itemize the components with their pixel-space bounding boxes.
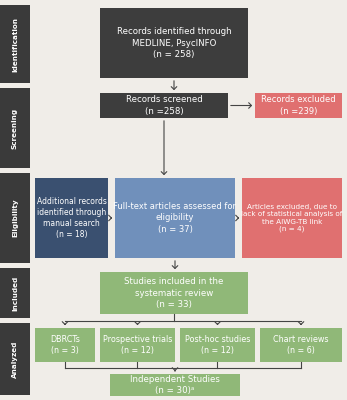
Text: Records excluded
(n =239): Records excluded (n =239): [261, 96, 336, 116]
Text: Identification: Identification: [12, 16, 18, 72]
Text: Prospective trials
(n = 12): Prospective trials (n = 12): [103, 335, 172, 355]
Text: Studies included in the
systematic review
(n = 33): Studies included in the systematic revie…: [124, 278, 224, 309]
Text: Full-text articles assessed for
eligibility
(n = 37): Full-text articles assessed for eligibil…: [113, 202, 237, 234]
Bar: [0, 5, 30, 83]
Text: Additional records
identified through
manual search
(n = 18): Additional records identified through ma…: [36, 197, 107, 239]
Bar: [100, 93, 228, 118]
Bar: [100, 328, 175, 362]
Bar: [35, 178, 108, 258]
Bar: [180, 328, 255, 362]
Text: DBRCTs
(n = 3): DBRCTs (n = 3): [50, 335, 80, 355]
Text: Records identified through
MEDLINE, PsycINFO
(n = 258): Records identified through MEDLINE, Psyc…: [117, 27, 231, 59]
Text: Screening: Screening: [12, 108, 18, 148]
Bar: [115, 178, 235, 258]
Bar: [0, 173, 30, 263]
Bar: [260, 328, 342, 362]
Text: Independent Studies
(n = 30)ᵃ: Independent Studies (n = 30)ᵃ: [130, 375, 220, 395]
Text: Chart reviews
(n = 6): Chart reviews (n = 6): [273, 335, 329, 355]
Text: Included: Included: [12, 275, 18, 311]
Bar: [100, 272, 248, 314]
Text: Eligibility: Eligibility: [12, 199, 18, 237]
Bar: [0, 88, 30, 168]
Bar: [100, 8, 248, 78]
Text: Articles excluded, due to
lack of statistical analysis of
the AIWG-TB link
(n = : Articles excluded, due to lack of statis…: [242, 204, 342, 232]
Bar: [0, 323, 30, 395]
Bar: [0, 268, 30, 318]
Bar: [35, 328, 95, 362]
Text: Post-hoc studies
(n = 12): Post-hoc studies (n = 12): [185, 335, 250, 355]
Text: Analyzed: Analyzed: [12, 340, 18, 378]
Bar: [242, 178, 342, 258]
Bar: [110, 374, 240, 396]
Text: Records screened
(n =258): Records screened (n =258): [126, 96, 202, 116]
Bar: [255, 93, 342, 118]
